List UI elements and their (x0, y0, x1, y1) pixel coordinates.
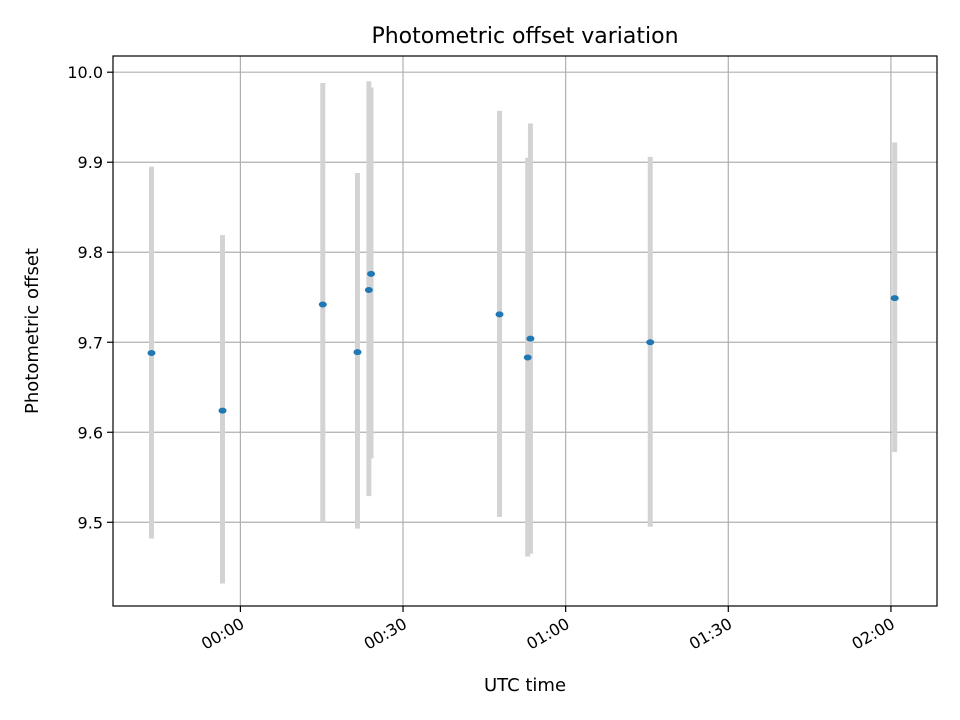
data-point (523, 354, 532, 361)
data-point (526, 335, 535, 342)
y-axis-label: Photometric offset (22, 248, 43, 414)
data-point (147, 350, 156, 357)
y-tick-label: 10.0 (67, 63, 103, 82)
data-points (147, 270, 899, 414)
data-point (218, 407, 227, 414)
data-point (890, 295, 899, 302)
data-point (318, 301, 327, 308)
y-tick-label: 9.8 (78, 243, 103, 262)
y-tick-label: 9.6 (78, 423, 103, 442)
grid (113, 56, 937, 606)
data-point (364, 287, 373, 294)
y-tick-label: 9.7 (78, 333, 103, 352)
data-point (495, 311, 504, 318)
y-tick-label: 9.9 (78, 153, 103, 172)
y-axis-ticks: 9.5 9.6 9.7 9.8 9.9 10.0 (67, 63, 113, 532)
chart-title: Photometric offset variation (371, 24, 678, 49)
x-axis-label: UTC time (484, 675, 566, 696)
data-point (353, 349, 362, 356)
plot-area-frame (112, 55, 938, 607)
data-point (367, 270, 376, 277)
y-tick-label: 9.5 (78, 513, 103, 532)
data-point (646, 339, 655, 346)
